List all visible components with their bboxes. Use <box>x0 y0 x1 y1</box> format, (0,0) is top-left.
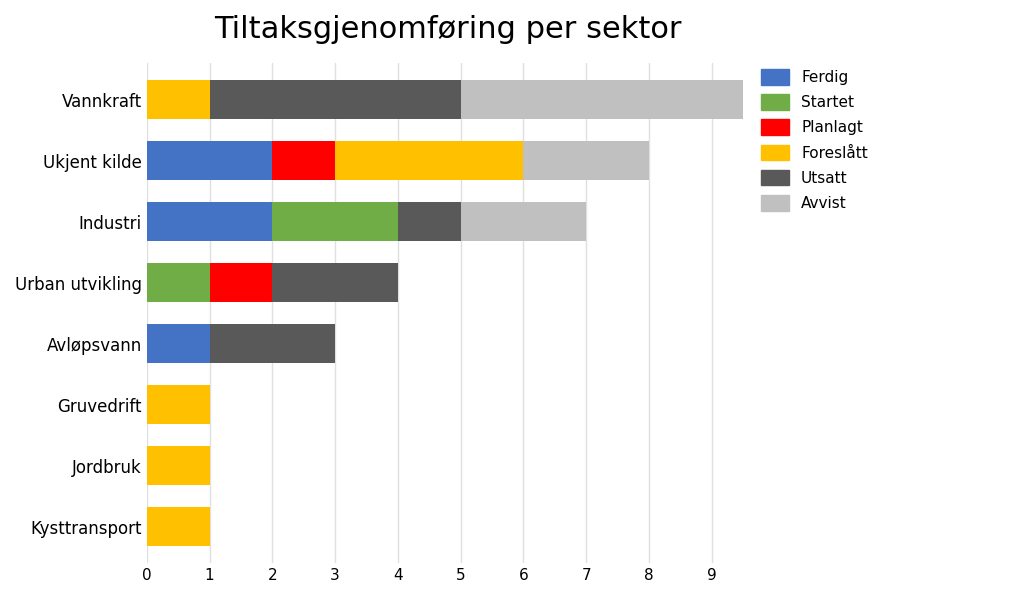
Bar <box>272 202 398 242</box>
Bar <box>523 141 649 181</box>
Title: Tiltaksgjenomføring per sektor: Tiltaksgjenomføring per sektor <box>214 15 682 44</box>
Bar <box>461 80 743 120</box>
Bar <box>335 141 523 181</box>
Bar <box>210 324 335 364</box>
Bar <box>146 141 272 181</box>
Bar <box>210 263 272 303</box>
Bar <box>461 202 586 242</box>
Bar <box>146 263 210 303</box>
Bar <box>146 202 272 242</box>
Bar <box>146 324 210 364</box>
Legend: Ferdig, Startet, Planlagt, Foreslått, Utsatt, Avvist: Ferdig, Startet, Planlagt, Foreslått, Ut… <box>756 63 873 217</box>
Bar <box>146 80 210 120</box>
Bar <box>146 507 210 547</box>
Bar <box>272 263 398 303</box>
Bar <box>398 202 461 242</box>
Bar <box>146 446 210 486</box>
Bar <box>210 80 461 120</box>
Bar <box>146 385 210 425</box>
Bar <box>272 141 335 181</box>
